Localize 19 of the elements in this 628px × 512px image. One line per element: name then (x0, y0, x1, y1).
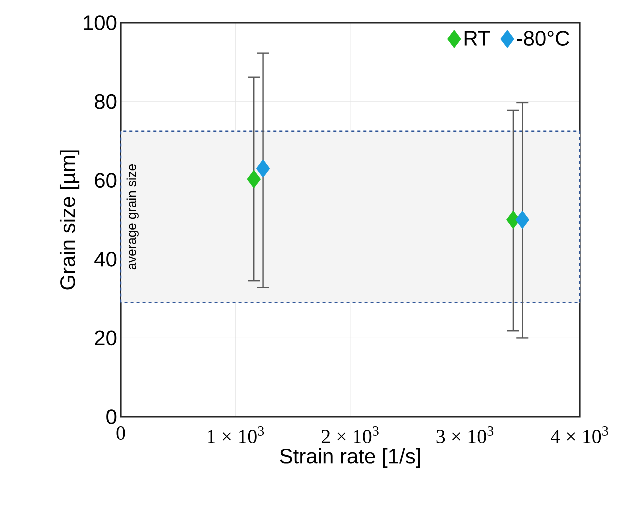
y-tick-label: 0 (106, 410, 117, 424)
legend-label: -80°C (517, 31, 570, 46)
y-tick-label: 80 (95, 94, 117, 110)
band-label: average grain size (126, 164, 139, 270)
y-tick-label: 40 (94, 252, 117, 267)
y-tick-label: 20 (95, 330, 117, 346)
x-tick-label: 4 × 10$^{3}$ (551, 426, 608, 444)
point (247, 170, 262, 189)
y-tick-label: 60 (95, 173, 117, 188)
legend-label: RT (464, 31, 490, 46)
x-tick-label: 2 × 10$^{3}$ (322, 426, 379, 444)
x-tick-label: 1 × 10$^{3}$ (208, 426, 264, 444)
x-tick-label: 0 (116, 426, 126, 440)
x-axis-title: Strain rate [1/s] (280, 448, 420, 468)
point (256, 160, 270, 178)
x-tick-label: 3 × 10$^{3}$ (436, 426, 494, 444)
y-axis-title: Grain size [µm] (60, 150, 80, 290)
point (516, 210, 530, 230)
y-tick-label: 100 (84, 16, 117, 30)
